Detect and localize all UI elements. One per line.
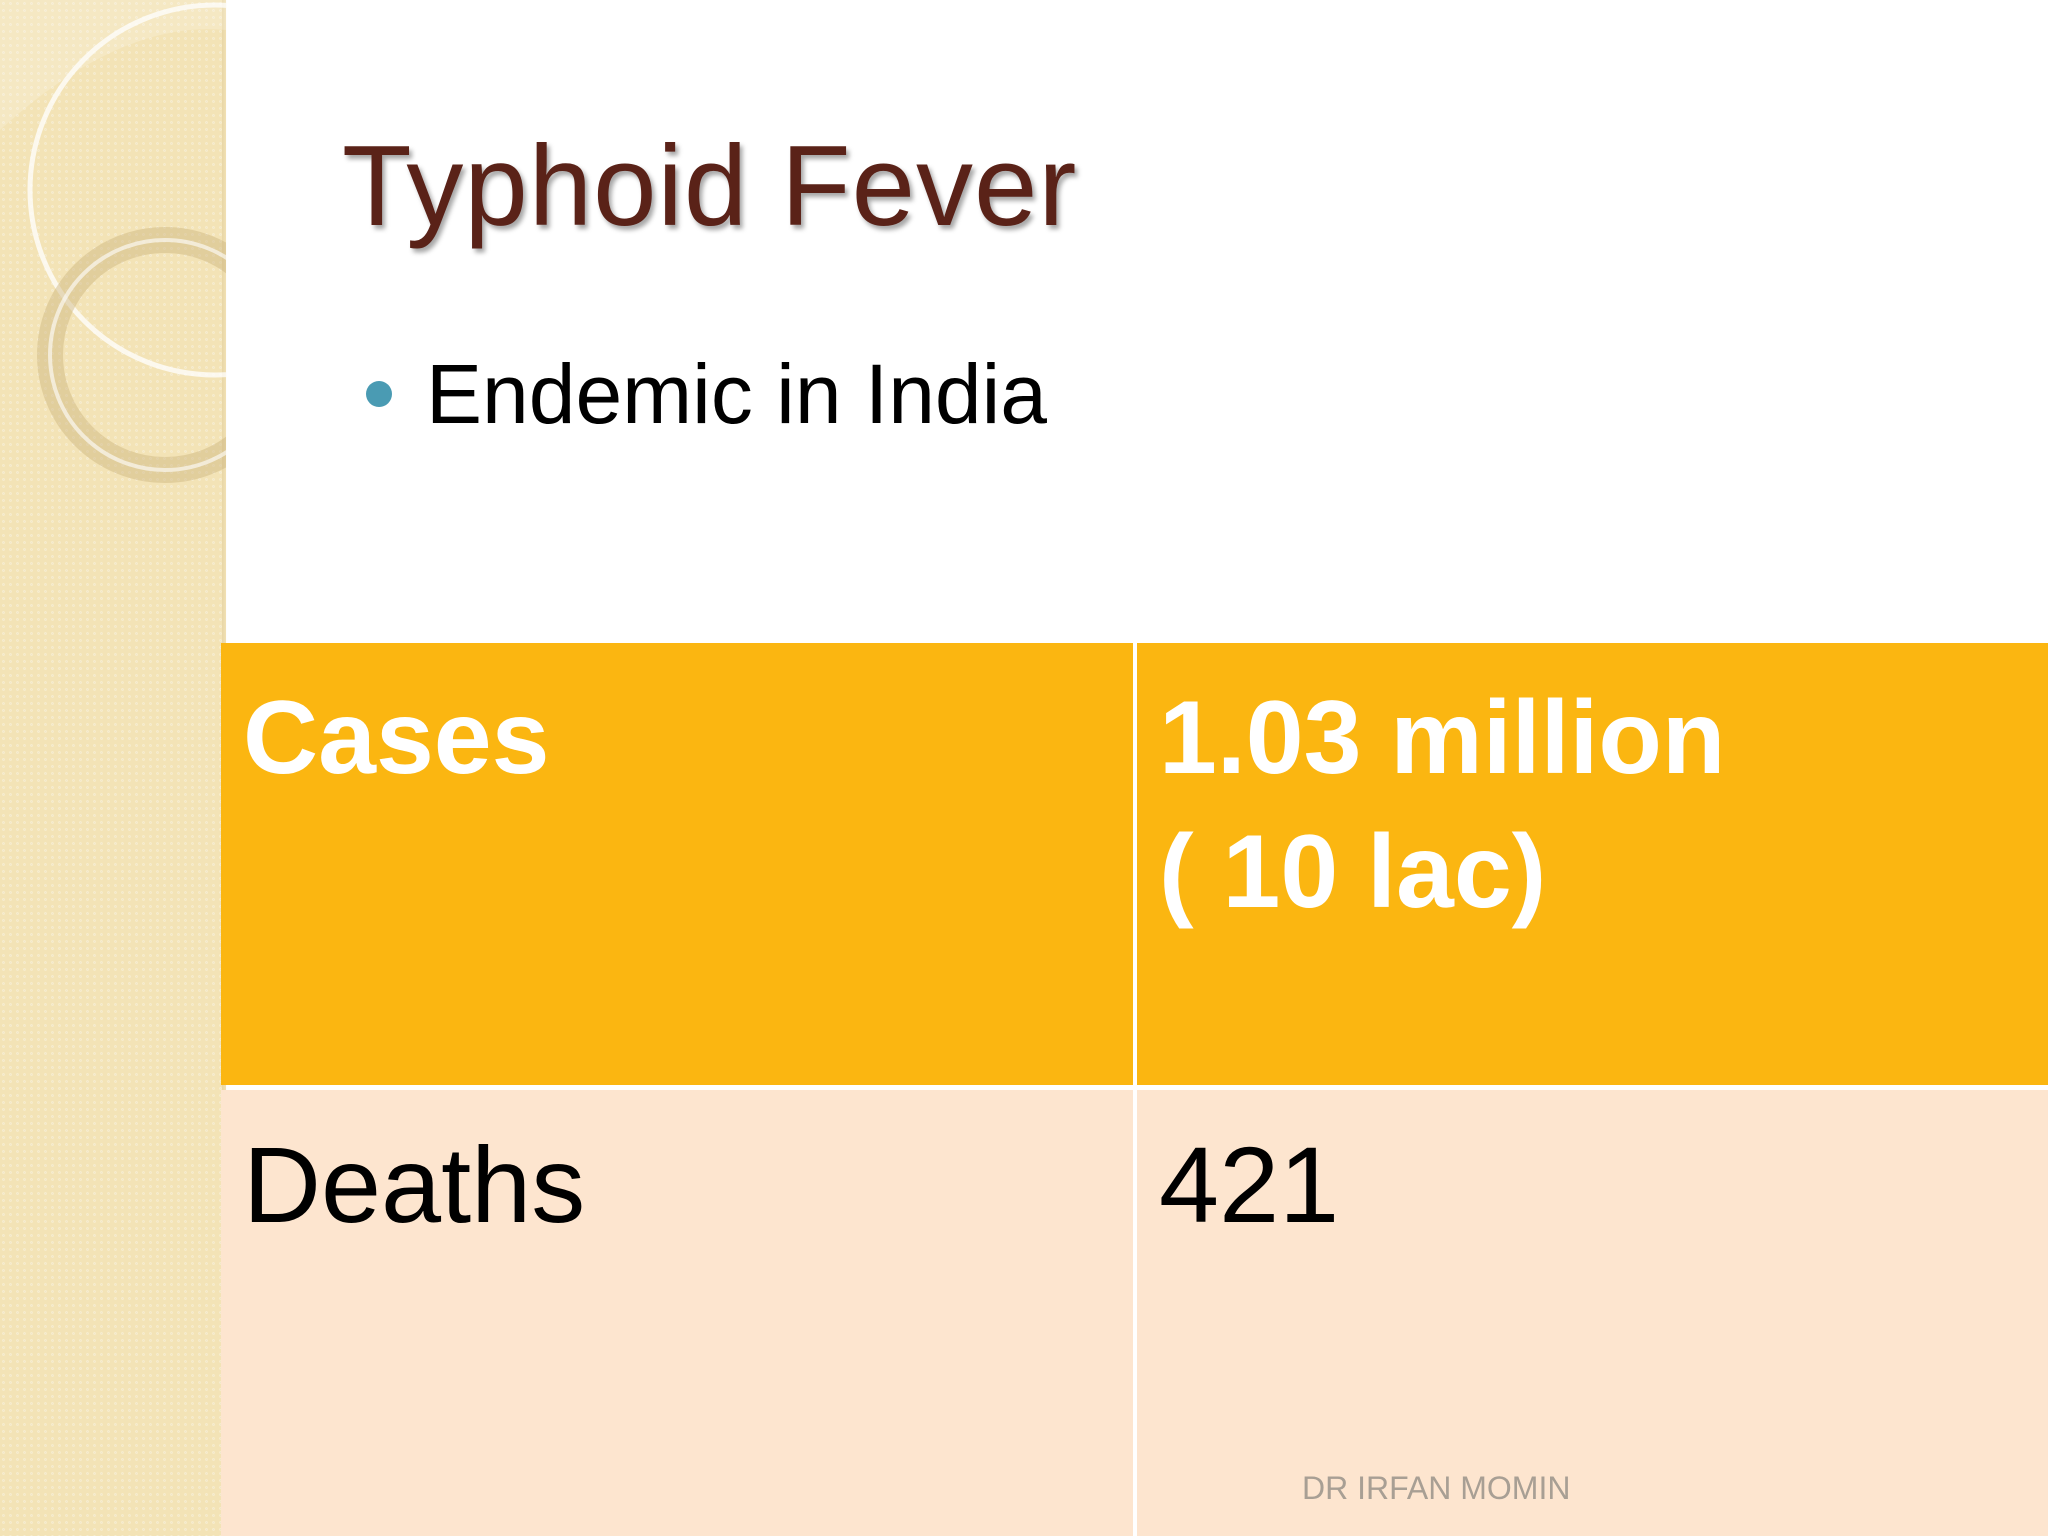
cases-label: Cases <box>243 680 550 796</box>
slide-title: Typhoid Fever <box>342 123 1078 250</box>
bullet-dot-icon <box>366 381 392 407</box>
cases-value: 1.03 million ( 10 lac) <box>1159 680 1726 930</box>
decorative-side-band <box>0 0 226 1536</box>
decorative-rings <box>0 0 226 483</box>
footer-author: DR IRFAN MOMIN <box>1302 1470 1571 1506</box>
deaths-label: Deaths <box>243 1124 586 1245</box>
table-cell-deaths-value: 421 <box>1137 1090 2048 1536</box>
bullet-text: Endemic in India <box>426 347 1048 441</box>
table-cell-cases-label: Cases <box>221 643 1133 1085</box>
table-cell-deaths-label: Deaths <box>221 1090 1133 1536</box>
deaths-value: 421 <box>1159 1124 1340 1245</box>
stats-table: Cases 1.03 million ( 10 lac) Deaths 421 <box>221 643 2048 1536</box>
table-cell-cases-value: 1.03 million ( 10 lac) <box>1137 643 2048 1085</box>
